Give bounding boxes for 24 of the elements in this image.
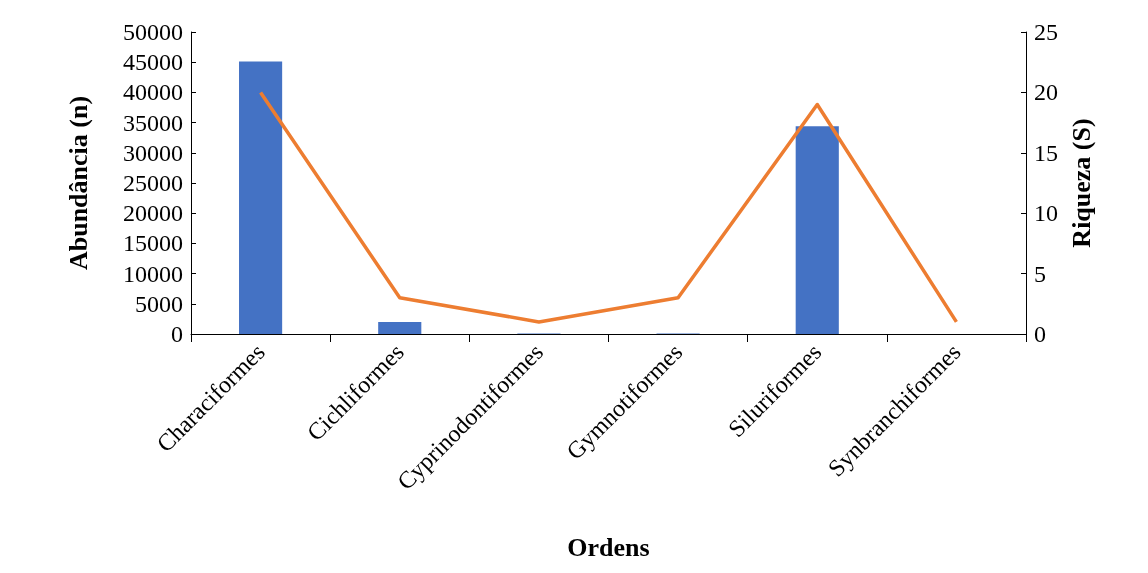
- y-tick-label: 20000: [123, 200, 183, 227]
- bar: [795, 126, 839, 334]
- y-axis-title: Abundância (n): [63, 95, 93, 271]
- y2-tick-label: 10: [1034, 200, 1058, 227]
- y-tick-label: 5000: [135, 290, 183, 317]
- y-tick-label: 35000: [123, 109, 183, 136]
- y-tick-label: 15000: [123, 230, 183, 257]
- y-tick-label: 45000: [123, 49, 183, 76]
- y2-tick-label: 20: [1034, 79, 1058, 106]
- y2-tick-label: 5: [1034, 260, 1046, 287]
- y2-tick-label: 0: [1034, 321, 1046, 347]
- bar: [239, 61, 283, 334]
- y-tick-label: 10000: [123, 260, 183, 287]
- y2-tick-label: 25: [1034, 19, 1058, 45]
- line-series: [258, 90, 959, 324]
- bar: [378, 321, 422, 334]
- y-tick-label: 25000: [123, 170, 183, 196]
- y2-axis-title: Riqueza (S): [1067, 118, 1097, 248]
- y-tick-label: 40000: [123, 79, 183, 106]
- y-tick-label: 30000: [123, 139, 183, 166]
- x-axis-title: Ordens: [567, 532, 650, 562]
- y2-tick-label: 15: [1034, 139, 1058, 166]
- y-tick-label: 0: [171, 321, 183, 347]
- y-tick-label: 50000: [123, 19, 183, 45]
